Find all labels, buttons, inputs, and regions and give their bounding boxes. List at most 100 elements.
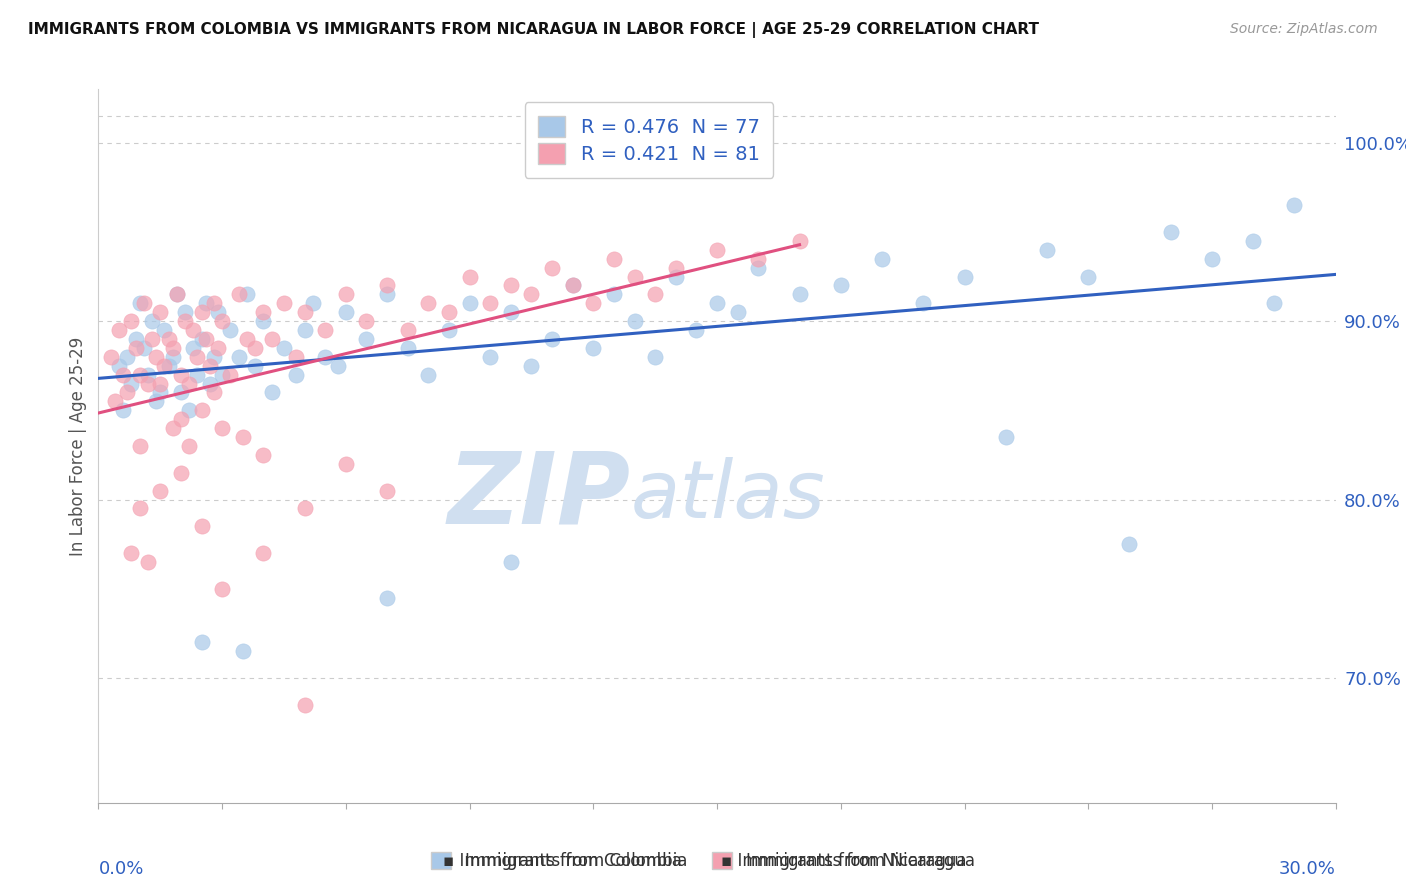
Point — [211, 368, 233, 382]
Point — [128, 501, 150, 516]
Point — [211, 314, 233, 328]
Point — [623, 314, 645, 328]
Point — [499, 555, 522, 569]
Point — [747, 252, 769, 266]
Point — [141, 332, 163, 346]
Point — [149, 385, 172, 400]
Point — [232, 430, 254, 444]
Point — [243, 341, 266, 355]
Point — [285, 350, 308, 364]
Point — [179, 376, 201, 391]
Point — [706, 296, 728, 310]
Point — [665, 260, 688, 275]
Point — [644, 350, 666, 364]
Point — [285, 368, 308, 382]
Point — [499, 278, 522, 293]
Text: IMMIGRANTS FROM COLOMBIA VS IMMIGRANTS FROM NICARAGUA IN LABOR FORCE | AGE 25-29: IMMIGRANTS FROM COLOMBIA VS IMMIGRANTS F… — [28, 22, 1039, 38]
Point — [207, 305, 229, 319]
Text: 30.0%: 30.0% — [1279, 860, 1336, 878]
Point — [260, 332, 283, 346]
Point — [541, 260, 564, 275]
Point — [194, 332, 217, 346]
Point — [198, 359, 221, 373]
Point — [1241, 234, 1264, 248]
Text: ▪ Immigrants from Colombia: ▪ Immigrants from Colombia — [443, 852, 682, 870]
Point — [479, 350, 502, 364]
Point — [170, 368, 193, 382]
Point — [294, 698, 316, 712]
Point — [228, 350, 250, 364]
Point — [685, 323, 707, 337]
Point — [747, 260, 769, 275]
Point — [294, 501, 316, 516]
Point — [375, 483, 398, 498]
Point — [603, 287, 626, 301]
Point — [117, 385, 139, 400]
Point — [179, 403, 201, 417]
Point — [870, 252, 893, 266]
Point — [727, 305, 749, 319]
Point — [789, 234, 811, 248]
Point — [157, 332, 180, 346]
Point — [202, 296, 225, 310]
Point — [211, 421, 233, 435]
Point — [603, 252, 626, 266]
Point — [1036, 243, 1059, 257]
Point — [145, 350, 167, 364]
Point — [789, 287, 811, 301]
Point — [170, 466, 193, 480]
Point — [100, 350, 122, 364]
Point — [458, 296, 481, 310]
Point — [162, 421, 184, 435]
Point — [541, 332, 564, 346]
Point — [356, 314, 378, 328]
Point — [124, 341, 146, 355]
Point — [520, 359, 543, 373]
Point — [252, 314, 274, 328]
Point — [157, 359, 180, 373]
Point — [198, 376, 221, 391]
Point — [181, 341, 204, 355]
Point — [219, 323, 242, 337]
Point — [211, 582, 233, 596]
Point — [1284, 198, 1306, 212]
Text: ▪ Immigrants from Nicaragua: ▪ Immigrants from Nicaragua — [721, 852, 966, 870]
Point — [190, 519, 212, 533]
Point — [335, 287, 357, 301]
Point — [228, 287, 250, 301]
Point — [479, 296, 502, 310]
Point — [912, 296, 935, 310]
Point — [170, 385, 193, 400]
Point — [252, 448, 274, 462]
Point — [120, 376, 142, 391]
Point — [128, 296, 150, 310]
Point — [1201, 252, 1223, 266]
Point — [174, 314, 197, 328]
Point — [706, 243, 728, 257]
Point — [418, 296, 440, 310]
Point — [582, 341, 605, 355]
Point — [953, 269, 976, 284]
Point — [181, 323, 204, 337]
Point — [260, 385, 283, 400]
Point — [120, 314, 142, 328]
Point — [128, 439, 150, 453]
Point — [236, 332, 259, 346]
Point — [186, 350, 208, 364]
Point — [252, 546, 274, 560]
Point — [236, 287, 259, 301]
Point — [294, 323, 316, 337]
Point — [273, 296, 295, 310]
Point — [104, 394, 127, 409]
Y-axis label: In Labor Force | Age 25-29: In Labor Force | Age 25-29 — [69, 336, 87, 556]
Legend: R = 0.476  N = 77, R = 0.421  N = 81: R = 0.476 N = 77, R = 0.421 N = 81 — [524, 103, 773, 178]
Point — [830, 278, 852, 293]
Point — [437, 305, 460, 319]
Point — [162, 341, 184, 355]
Point — [166, 287, 188, 301]
Point — [132, 296, 155, 310]
Point — [375, 591, 398, 605]
Point — [232, 644, 254, 658]
Point — [149, 483, 172, 498]
Point — [112, 368, 135, 382]
